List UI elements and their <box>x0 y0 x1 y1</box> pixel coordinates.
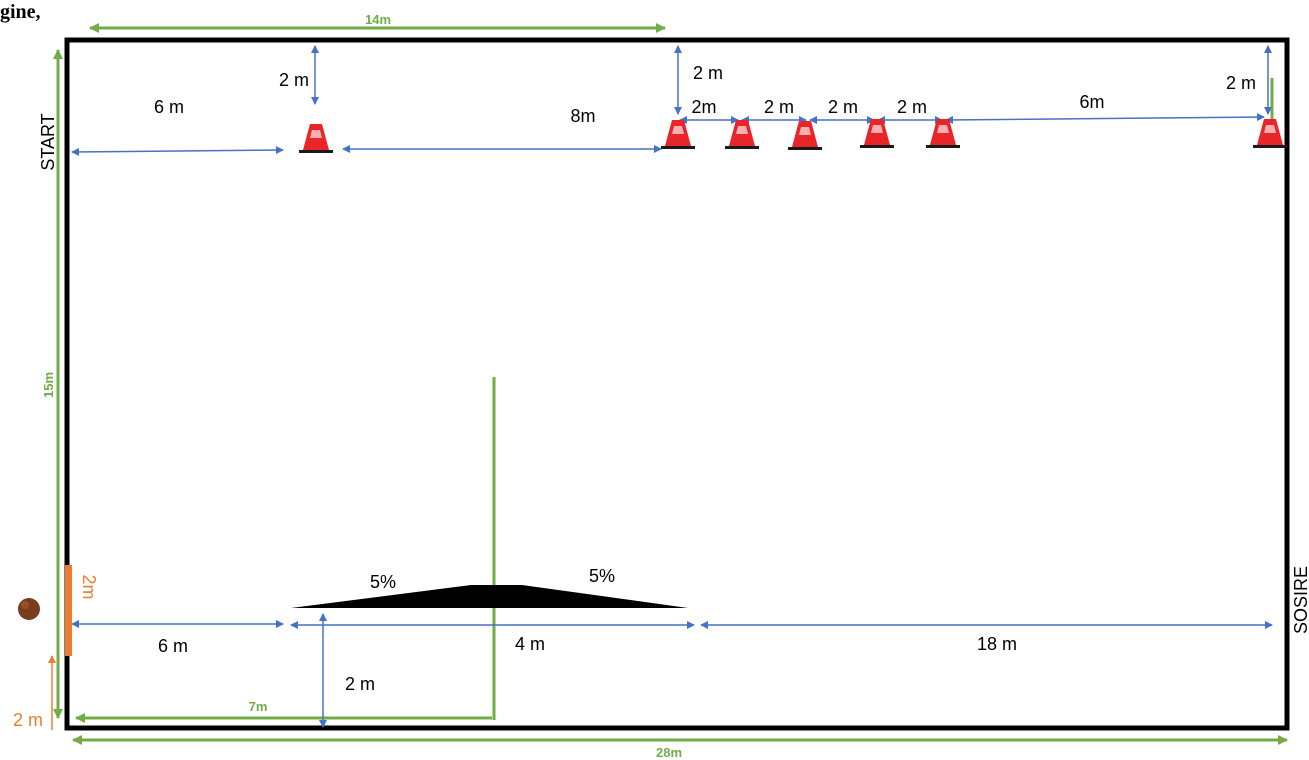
seg-8m-label: 8m <box>570 106 595 126</box>
traffic-cone-icon <box>661 120 695 149</box>
traffic-cone-icon <box>1253 119 1287 148</box>
gap-3-label: 2 m <box>828 97 858 117</box>
start-gate <box>65 565 72 656</box>
top-half-label: 14m <box>365 12 391 27</box>
traffic-cone-icon <box>299 124 333 153</box>
ramp-slope-right-label: 5% <box>589 566 615 586</box>
basketball-icon <box>18 598 40 620</box>
ramp-center-label: 7m <box>249 699 268 714</box>
seg-6m-bottom-label: 6 m <box>158 636 188 656</box>
gap-2-label: 2 m <box>764 97 794 117</box>
ramp-obstacle <box>291 585 688 608</box>
offset-right-label: 2 m <box>1226 73 1256 93</box>
traffic-cone-icon <box>725 120 759 149</box>
seg-6m-right-arrow <box>945 113 1265 124</box>
offset-left-label: 2 m <box>279 70 309 90</box>
gate-width-label: 2m <box>79 574 99 599</box>
seg-18m-label: 18 m <box>977 634 1017 654</box>
traffic-cone-icon <box>926 119 960 148</box>
width-label: 28m <box>656 745 682 760</box>
seg-6m-top-arrow <box>71 146 284 156</box>
offset-mid-label: 2 m <box>693 63 723 83</box>
seg-6m-right-label: 6m <box>1079 92 1104 112</box>
seg-6m-top-label: 6 m <box>154 97 184 117</box>
header-fragment: gine, <box>0 1 41 23</box>
ramp-length-label: 4 m <box>515 634 545 654</box>
gate-offset-label: 2 m <box>13 710 43 730</box>
ramp-to-wall-label: 2 m <box>345 674 375 694</box>
gap-1-label: 2m <box>691 97 716 117</box>
traffic-cone-icon <box>860 119 894 148</box>
field-border <box>64 37 1290 731</box>
height-label: 15m <box>41 372 56 398</box>
ramp-slope-left-label: 5% <box>370 572 396 592</box>
gap-4-label: 2 m <box>897 97 927 117</box>
finish-label: SOSIRE <box>1291 566 1309 634</box>
start-label: START <box>38 113 58 170</box>
traffic-cone-icon <box>788 121 822 150</box>
